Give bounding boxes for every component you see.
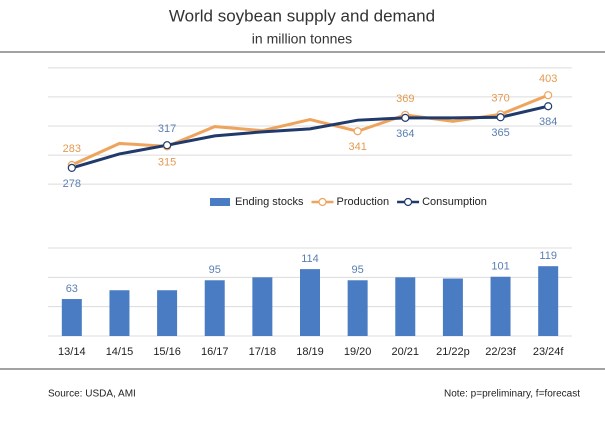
legend-marker <box>403 197 413 207</box>
marker <box>67 163 76 172</box>
marker <box>401 113 410 122</box>
data-label: 384 <box>539 116 557 128</box>
line <box>71 104 549 170</box>
bar <box>300 269 320 336</box>
bar <box>347 280 368 336</box>
x-tick-label: 18/19 <box>296 346 324 358</box>
x-tick-label: 13/14 <box>58 346 86 358</box>
bar <box>204 280 225 336</box>
legend-swatch <box>210 198 230 206</box>
x-tick-label: 15/16 <box>153 346 181 358</box>
bar <box>157 290 178 336</box>
source: Source: USDA, AMI <box>48 389 136 400</box>
data-label: 119 <box>539 250 557 262</box>
bar <box>109 290 130 336</box>
bar <box>61 299 82 336</box>
data-label: 315 <box>158 156 176 168</box>
data-label: 95 <box>352 264 364 276</box>
data-label: 341 <box>348 141 366 153</box>
note: Note: p=preliminary, f=forecast <box>444 389 580 400</box>
marker <box>496 113 505 122</box>
legend-label: Ending stocks <box>235 196 304 208</box>
marker <box>544 91 553 100</box>
x-tick-label: 21/22p <box>436 346 470 358</box>
marker <box>353 127 362 136</box>
x-tick-label: 22/23f <box>485 346 517 358</box>
data-label: 278 <box>63 178 81 190</box>
x-tick-label: 16/17 <box>201 346 229 358</box>
x-tick-label: 23/24f <box>533 346 565 358</box>
marker <box>162 141 172 150</box>
chart-title: World soybean supply and demand <box>169 6 435 25</box>
x-tick-label: 20/21 <box>392 346 420 358</box>
legend-marker <box>318 197 327 207</box>
data-label: 317 <box>158 123 176 135</box>
data-label: 369 <box>396 93 414 105</box>
bar <box>395 277 416 336</box>
x-tick-label: 17/18 <box>249 346 277 358</box>
legend-label: Consumption <box>422 196 487 208</box>
data-label: 403 <box>539 73 557 85</box>
bar <box>252 277 273 336</box>
data-label: 63 <box>66 283 78 295</box>
data-label: 114 <box>301 253 319 265</box>
marker <box>544 102 553 111</box>
bar <box>490 276 511 336</box>
data-label: 101 <box>491 261 509 273</box>
x-tick-label: 19/20 <box>344 346 372 358</box>
data-label: 283 <box>63 143 81 155</box>
legend-label: Production <box>336 196 389 208</box>
data-label: 370 <box>491 92 509 104</box>
bar <box>538 266 559 336</box>
data-label: 95 <box>209 264 221 276</box>
chart-subtitle: in million tonnes <box>252 31 352 47</box>
data-label: 365 <box>491 127 509 139</box>
bar <box>442 278 463 336</box>
data-label: 364 <box>396 128 414 140</box>
x-tick-label: 14/15 <box>106 346 134 358</box>
